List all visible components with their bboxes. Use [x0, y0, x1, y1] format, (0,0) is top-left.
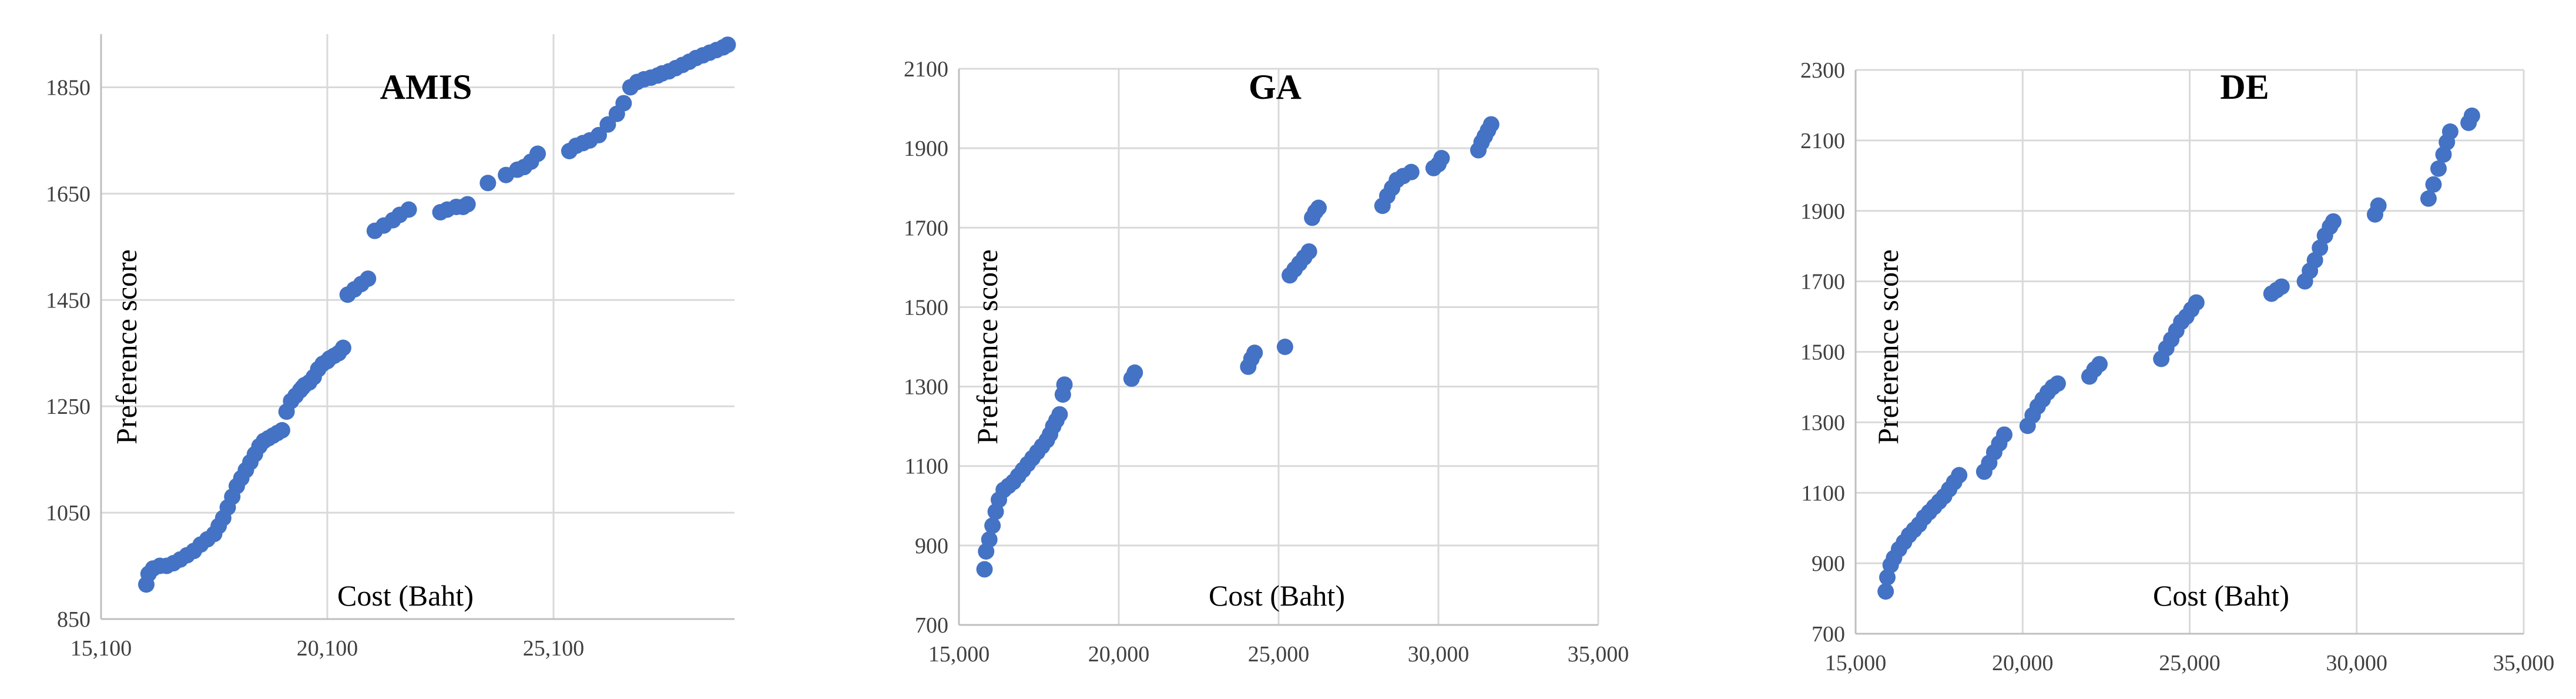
de-data-point [1995, 426, 2012, 443]
ga-ytick-label: 1700 [904, 216, 948, 240]
de-data-point [2425, 176, 2442, 193]
amis-grid [100, 34, 734, 620]
de-data-point [2312, 239, 2329, 256]
amis-data-point [615, 95, 632, 112]
ga-data-point [1403, 163, 1420, 180]
de-data-point [2188, 294, 2205, 311]
ga-points [976, 116, 1500, 578]
de-ytick-label: 2100 [1800, 129, 1845, 153]
amis-xtick-label: 15,100 [71, 636, 132, 661]
de-ylabel: Preference score [1871, 249, 1904, 444]
ga-ytick-label: 700 [915, 613, 948, 638]
amis-data-point [719, 36, 736, 53]
de-data-point [2435, 146, 2452, 163]
ga-data-point [976, 561, 993, 578]
de-xtick-label: 30,000 [2326, 651, 2388, 675]
de-title: DE [2220, 68, 2269, 106]
de-data-point [2273, 278, 2290, 295]
ga-ytick-label: 900 [915, 534, 948, 558]
de-data-point [1877, 583, 1894, 600]
de-xtick-label: 20,000 [1992, 651, 2054, 675]
amis-data-point [459, 196, 476, 213]
ga-xtick-label: 25,000 [1248, 642, 1310, 667]
ga-data-point [1051, 406, 1068, 423]
de-ytick-label: 1300 [1800, 410, 1845, 435]
de-ytick-label: 1900 [1800, 199, 1845, 224]
de-ytick-label: 1100 [1801, 481, 1845, 506]
amis-points [138, 36, 736, 593]
de-data-point [1951, 467, 1968, 484]
ga-data-point [1276, 339, 1293, 355]
amis-panel: 850 1050 1250 1450 1650 1850 15,100 20,100 25,10… [46, 34, 736, 661]
de-data-point [2441, 123, 2458, 140]
ga-xlabel: Cost (Baht) [1209, 579, 1345, 612]
amis-ytick-label: 1650 [46, 182, 90, 206]
de-xlabel: Cost (Baht) [2153, 579, 2289, 612]
amis-data-point [479, 175, 497, 192]
de-data-point [2049, 375, 2066, 392]
amis-data-point [529, 145, 546, 162]
ga-panel: 700 900 1100 1300 1500 1700 1900 2100 15,000 20,0… [904, 57, 1629, 667]
amis-ytick-label: 1450 [46, 288, 90, 313]
ga-xtick-label: 35,000 [1568, 642, 1629, 667]
ga-data-point [1300, 243, 1317, 260]
de-panel: 700 900 1100 1300 1500 1700 1900 2100 2300 15,000… [1800, 58, 2554, 675]
ga-xtick-label: 15,000 [928, 642, 990, 667]
amis-data-point [274, 422, 290, 439]
ga-title: GA [1249, 68, 1302, 106]
ga-data-point [981, 531, 998, 548]
ga-ytick-label: 1500 [904, 295, 948, 320]
ga-data-point [984, 517, 1001, 534]
de-ytick-label: 2300 [1800, 58, 1845, 83]
de-data-point [2325, 213, 2342, 230]
amis-xtick-label: 20,100 [297, 636, 358, 661]
de-points [1877, 107, 2480, 600]
amis-ytick-label: 1250 [46, 394, 90, 419]
de-data-point [2370, 197, 2387, 214]
ga-xtick-label: 20,000 [1088, 642, 1150, 667]
de-data-point [2091, 356, 2108, 373]
amis-xlabel: Cost (Baht) [337, 579, 474, 612]
ga-ytick-label: 1100 [904, 454, 948, 479]
de-data-point [1879, 569, 1896, 586]
amis-ytick-label: 1050 [46, 501, 90, 526]
ga-data-point [1056, 376, 1073, 393]
de-ytick-label: 700 [1812, 622, 1845, 647]
de-axes: 700 900 1100 1300 1500 1700 1900 2100 2300 15,000… [1800, 58, 2554, 675]
amis-ytick-label: 1850 [46, 75, 90, 100]
ga-ytick-label: 1300 [904, 375, 948, 400]
de-grid [1854, 69, 2525, 635]
ga-data-point [1310, 199, 1327, 216]
de-data-point [2306, 252, 2323, 269]
amis-xtick-label: 25,100 [523, 636, 585, 661]
ga-data-point [1126, 364, 1143, 381]
ga-axes: 700 900 1100 1300 1500 1700 1900 2100 15,000 20,0… [904, 57, 1629, 667]
amis-data-point [334, 339, 351, 356]
de-xtick-label: 35,000 [2493, 651, 2555, 675]
ga-data-point [1433, 150, 1450, 167]
ga-ytick-label: 1900 [904, 136, 948, 161]
amis-title: AMIS [380, 68, 472, 106]
amis-data-point [400, 201, 417, 218]
ga-data-point [1482, 116, 1500, 133]
ga-ytick-label: 2100 [904, 57, 948, 82]
amis-data-point [360, 270, 377, 287]
de-ytick-label: 1700 [1800, 270, 1845, 295]
de-data-point [2463, 107, 2480, 124]
de-ytick-label: 1500 [1800, 340, 1845, 365]
ga-data-point [1246, 345, 1263, 362]
de-data-point [2430, 160, 2447, 177]
amis-axes: 850 1050 1250 1450 1650 1850 15,100 20,100 25,10… [46, 34, 734, 661]
de-data-point [2420, 190, 2437, 207]
ga-xtick-label: 30,000 [1408, 642, 1470, 667]
ga-ylabel: Preference score [971, 249, 1004, 444]
de-xtick-label: 25,000 [2159, 651, 2221, 675]
amis-ytick-label: 850 [57, 607, 90, 632]
amis-ylabel: Preference score [110, 249, 143, 444]
de-ytick-label: 900 [1812, 551, 1845, 576]
de-xtick-label: 15,000 [1825, 651, 1887, 675]
